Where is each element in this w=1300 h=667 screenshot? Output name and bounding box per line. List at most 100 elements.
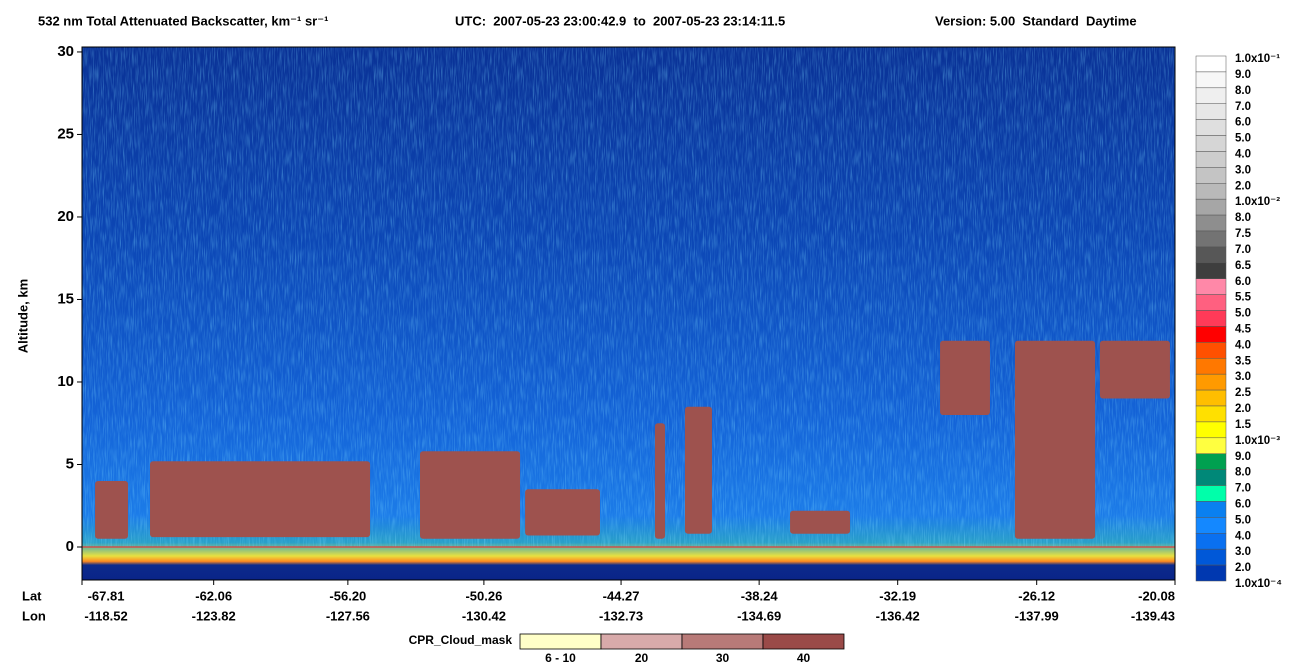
colorbar-swatch [1195, 421, 1227, 439]
colorbar-label: 8.0 [1235, 85, 1251, 97]
time-range: UTC: 2007-05-23 23:00:42.9 to 2007-05-23… [455, 13, 785, 28]
x-tick-label: -56.20 [329, 588, 366, 603]
colorbar-swatch [1195, 246, 1227, 264]
colorbar-swatch [1195, 342, 1227, 359]
colorbar-label: 2.5 [1235, 387, 1252, 399]
lon-tick-label: -134.69 [737, 608, 781, 623]
x-tick-label: -32.19 [879, 588, 916, 603]
lon-tick-label: -137.99 [1015, 608, 1059, 623]
colorbar-swatch [1195, 135, 1227, 152]
lon-tick-label: -132.73 [599, 608, 643, 623]
colorbar-label: 3.0 [1235, 164, 1251, 176]
y-tick-label: 5 [66, 455, 74, 472]
colorbar-swatch [1195, 389, 1227, 407]
colorbar-label: 6.0 [1235, 276, 1251, 288]
cloud [1014, 340, 1096, 539]
colorbar-swatch [1195, 294, 1227, 311]
plot-frame [81, 46, 1176, 581]
colorbar-label: 8.0 [1235, 467, 1251, 479]
colorbar-label: 7.0 [1235, 101, 1251, 113]
cloud-mask-title: CPR_Cloud_mask [409, 633, 513, 647]
version: Version: 5.00 Standard Daytime [935, 13, 1137, 28]
colorbar-label: 5.0 [1235, 133, 1251, 145]
lon-tick-label: -130.42 [462, 608, 506, 623]
colorbar-swatch [1195, 405, 1227, 423]
colorbar-swatch [1195, 437, 1227, 454]
y-tick-label: 30 [57, 43, 74, 60]
y-tick-label: 25 [57, 125, 74, 142]
colorbar-swatch [1195, 469, 1227, 486]
colorbar-label: 6.5 [1235, 260, 1252, 272]
colorbar-label: 6.0 [1235, 498, 1251, 510]
colorbar-label: 7.0 [1235, 244, 1251, 256]
lon-tick-label: -136.42 [876, 608, 920, 623]
colorbar-label: 1.5 [1235, 419, 1252, 431]
x-tick-label: -50.26 [465, 588, 502, 603]
colorbar-label: 4.5 [1235, 323, 1252, 335]
cloud-mask-label: 20 [635, 651, 649, 665]
colorbar-swatch [1195, 453, 1227, 470]
colorbar-label: 3.0 [1235, 371, 1251, 383]
y-tick-label: 10 [57, 373, 74, 390]
colorbar-label: 8.0 [1235, 212, 1251, 224]
cloud-mask-swatch [600, 633, 683, 650]
colorbar-label: 2.0 [1235, 403, 1251, 415]
x-tick-label: -20.08 [1138, 588, 1175, 603]
x-tick-label: -67.81 [88, 588, 125, 603]
colorbar-label: 3.0 [1235, 546, 1251, 558]
colorbar-label: 5.5 [1235, 292, 1252, 304]
y-tick-label: 15 [57, 290, 74, 307]
colorbar-label: 7.0 [1235, 483, 1251, 495]
colorbar-swatch [1195, 485, 1227, 502]
x2-axis-label: Lon [22, 608, 46, 623]
cloud [940, 340, 990, 415]
cloud [95, 480, 129, 539]
colorbar-label: 4.0 [1235, 530, 1251, 542]
colorbar-swatch [1195, 183, 1227, 200]
colorbar-label: 1.0x10⁻³ [1235, 435, 1280, 447]
colorbar-swatch [1195, 167, 1227, 184]
cloud [150, 461, 371, 538]
colorbar-swatch [1195, 55, 1227, 73]
cloud-mask-label: 30 [716, 651, 730, 665]
cloud [525, 489, 600, 536]
x-tick-label: -44.27 [603, 588, 640, 603]
colorbar-swatch [1195, 310, 1227, 327]
colorbar-label: 2.0 [1235, 562, 1251, 574]
cloud [419, 451, 521, 539]
colorbar-label: 4.0 [1235, 148, 1251, 160]
x-tick-label: -26.12 [1018, 588, 1055, 603]
cloud-mask-swatch [762, 633, 845, 650]
x-axis-label: Lat [22, 588, 42, 603]
y-tick-label: 20 [57, 208, 74, 225]
lon-tick-label: -139.43 [1131, 608, 1175, 623]
colorbar-swatch [1195, 564, 1227, 582]
colorbar-swatch [1195, 71, 1227, 89]
cloud-mask-swatch [519, 633, 602, 650]
chart-title: 532 nm Total Attenuated Backscatter, km⁻… [38, 13, 328, 28]
colorbar-label: 1.0x10⁻⁴ [1235, 578, 1282, 590]
x-tick-label: -62.06 [195, 588, 232, 603]
colorbar-label: 9.0 [1235, 69, 1251, 81]
cloud [1099, 340, 1170, 399]
colorbar-label: 1.0x10⁻¹ [1235, 53, 1280, 65]
colorbar-swatch [1195, 548, 1227, 566]
colorbar-label: 1.0x10⁻² [1235, 196, 1280, 208]
colorbar-swatch [1195, 103, 1227, 120]
colorbar-swatch [1195, 151, 1227, 168]
colorbar-label: 9.0 [1235, 451, 1251, 463]
lon-tick-label: -123.82 [192, 608, 236, 623]
colorbar-swatch [1195, 326, 1227, 343]
colorbar-swatch [1195, 214, 1227, 232]
colorbar-swatch [1195, 501, 1227, 518]
colorbar-label: 7.5 [1235, 228, 1252, 240]
colorbar-label: 2.0 [1235, 180, 1251, 192]
colorbar-swatch [1195, 230, 1227, 248]
lon-tick-label: -127.56 [326, 608, 370, 623]
cloud-mask-label: 6 - 10 [545, 651, 576, 665]
colorbar-label: 6.0 [1235, 117, 1251, 129]
colorbar-label: 5.0 [1235, 514, 1251, 526]
colorbar-label: 4.0 [1235, 339, 1251, 351]
colorbar-swatch [1195, 517, 1227, 534]
